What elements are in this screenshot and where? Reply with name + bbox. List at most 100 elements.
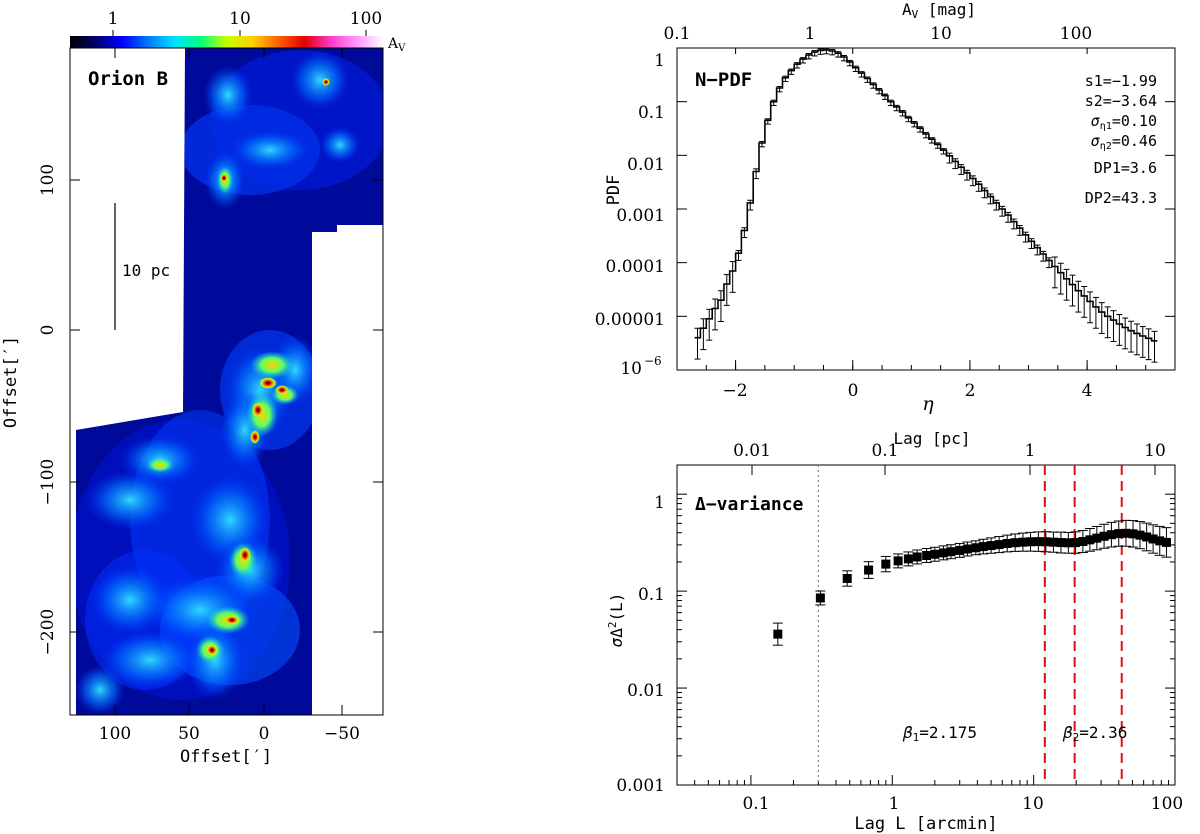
npdf-y-axis-label: PDF — [604, 175, 624, 206]
map-frame — [69, 47, 384, 716]
dv-x-tick-label: 1 — [889, 794, 900, 814]
dv-beta2-label: β2=2.36 — [1062, 723, 1127, 744]
npdf-top-axis-label: AV [mag] — [902, 0, 976, 21]
npdf-param-s1: s1=−1.99 — [1085, 72, 1157, 90]
extinction-map — [76, 48, 383, 715]
colorbar-tick-label: 10 — [229, 9, 251, 29]
npdf-x-tick-label: −2 — [722, 381, 747, 401]
dv-data-point — [1092, 533, 1102, 543]
dv-y-tick-label: 0.01 — [627, 681, 665, 701]
dv-data-point — [881, 559, 891, 569]
x-tick-label: 100 — [99, 724, 131, 744]
colorbar-tick-label: 100 — [350, 9, 382, 29]
npdf-y-tick-label: 0.001 — [616, 206, 665, 226]
y-tick-label: −200 — [38, 609, 58, 656]
dv-x-tick-label: 100 — [1151, 794, 1183, 814]
npdf-y-tick-label: 0.1 — [638, 103, 665, 123]
x-tick-label: −50 — [324, 724, 360, 744]
dv-data-point — [1018, 537, 1028, 547]
dv-data-point — [1128, 529, 1138, 539]
dv-panel-label: Δ−variance — [695, 494, 804, 515]
x-tick-label: 50 — [178, 724, 200, 744]
dv-data-point — [978, 542, 988, 552]
map-panel: 1 10 100 AV — [1, 9, 406, 767]
dv-top-tick-label: 10 — [1144, 441, 1166, 461]
npdf-panel-label: N−PDF — [695, 69, 752, 91]
dv-data-point — [912, 552, 922, 562]
dv-data-point — [1002, 538, 1012, 548]
dv-data-point — [1071, 538, 1081, 548]
npdf-y-tick-label: 0.0001 — [606, 257, 665, 277]
npdf-top-tick-label: 10 — [930, 24, 952, 44]
y-tick-label: 100 — [38, 164, 58, 196]
dv-tick-marks — [676, 464, 1176, 786]
dv-data-point — [842, 573, 852, 583]
dv-data-point — [1148, 534, 1158, 544]
dv-data-point — [930, 549, 940, 559]
dv-data-point — [1078, 536, 1088, 546]
dv-data-point — [1099, 531, 1109, 541]
dv-data-point — [1135, 530, 1145, 540]
x-tick-label: 0 — [259, 724, 270, 744]
npdf-y-tick-label: 0.00001 — [595, 310, 665, 330]
dv-data-point — [1085, 535, 1095, 545]
dv-data-point — [1025, 537, 1035, 547]
dv-data-point — [773, 629, 783, 639]
dv-x-tick-label: 0.1 — [742, 794, 769, 814]
npdf-top-tick-label: 1 — [805, 24, 816, 44]
dv-data-point — [1048, 537, 1058, 547]
dv-data-point — [986, 541, 996, 551]
x-axis-label: Offset[′] — [180, 747, 272, 767]
delta-variance-panel: Lag [pc] 0.01 0.1 1 10 1 0.1 0.01 0.001 … — [606, 429, 1183, 834]
npdf-param-s2: s2=−3.64 — [1085, 92, 1157, 110]
dv-x-axis-label: Lag L [arcmin] — [854, 814, 997, 834]
region-label: Orion B — [88, 68, 168, 90]
npdf-x-axis-label: η — [922, 393, 934, 415]
dv-reference-lines — [817, 465, 1123, 785]
dv-data-point — [962, 544, 972, 554]
dv-data-point — [903, 554, 913, 564]
dv-data-point — [1114, 529, 1124, 539]
dv-data-point — [815, 593, 825, 603]
dv-data-point — [946, 547, 956, 557]
npdf-x-tick-label: 4 — [1082, 381, 1093, 401]
npdf-y-tick-label: 10 — [620, 359, 642, 379]
npdf-y-tick-label: 0.01 — [627, 155, 665, 175]
npdf-tick-marks — [676, 47, 1176, 371]
npdf-param-sigma1: ση1=0.10 — [1091, 112, 1157, 132]
dv-data-point — [1142, 532, 1152, 542]
colorbar-tick-label: 1 — [108, 9, 119, 29]
dv-data-point — [922, 551, 932, 561]
colorbar-label: AV — [387, 36, 406, 54]
map-emission — [76, 50, 383, 715]
dv-top-tick-label: 0.1 — [871, 441, 898, 461]
npdf-param-dp1: DP1=3.6 — [1094, 159, 1157, 177]
y-tick-label: −100 — [38, 459, 58, 506]
dv-data-point — [955, 545, 965, 555]
npdf-top-tick-label: 0.1 — [663, 24, 690, 44]
dv-top-tick-label: 0.01 — [733, 441, 771, 461]
dv-data-point — [864, 565, 874, 575]
dv-top-axis-label: Lag [pc] — [893, 429, 970, 448]
scale-bar-label: 10 pc — [122, 261, 170, 280]
dv-data-point — [994, 540, 1004, 550]
dv-data-point — [1041, 537, 1051, 547]
dv-data-point — [893, 556, 903, 566]
dv-data-points — [772, 519, 1172, 646]
dv-top-tick-label: 1 — [1025, 441, 1036, 461]
dv-data-point — [1056, 538, 1066, 548]
dv-frame — [676, 464, 1176, 786]
y-tick-label: 0 — [38, 325, 58, 336]
npdf-panel: AV [mag] 0.1 1 10 10 0 1 0.1 0.01 0.001 0… — [595, 0, 1176, 415]
dv-data-point — [1033, 537, 1043, 547]
dv-y-tick-label: 0.1 — [638, 585, 665, 605]
dv-data-point — [1161, 537, 1171, 547]
npdf-x-tick-label: 0 — [848, 381, 859, 401]
npdf-y-tick-label: 1 — [654, 51, 665, 71]
dv-data-point — [1121, 528, 1131, 538]
dv-data-point — [1063, 538, 1073, 548]
dv-data-point — [1106, 530, 1116, 540]
map-tick-marks — [70, 48, 383, 715]
colorbar-ticks — [112, 30, 367, 36]
